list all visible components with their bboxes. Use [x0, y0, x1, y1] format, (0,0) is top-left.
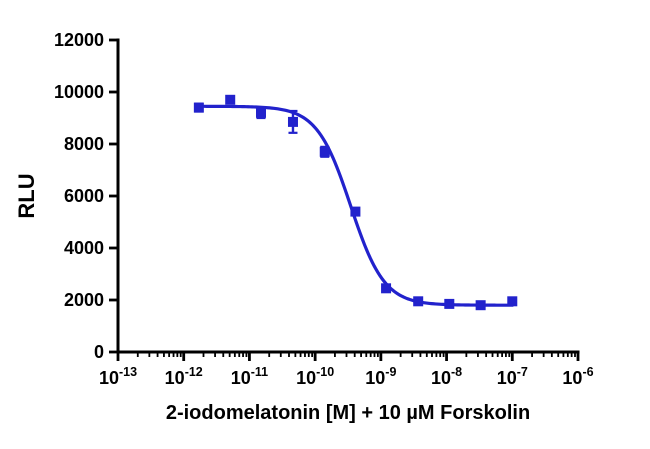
data-point — [381, 283, 392, 294]
data-point — [350, 206, 361, 217]
plot-area: 0 2000 4000 6000 8000 10000 12000 10-13 10-12 10-… — [54, 30, 594, 388]
x-tick-label: 10-7 — [497, 365, 528, 388]
x-axis-label: 2-iodomelatonin [M] + 10 µM Forskolin — [166, 402, 530, 424]
y-axis-label: RLU — [14, 173, 39, 218]
data-point — [475, 300, 486, 311]
x-tick-label: 10-9 — [365, 365, 396, 388]
data-point — [319, 146, 330, 157]
y-tick-label: 2000 — [64, 290, 104, 310]
x-tick-label: 10-10 — [296, 365, 334, 388]
y-tick-label: 10000 — [54, 82, 104, 102]
data-point — [507, 296, 518, 307]
x-tick-label: 10-13 — [99, 365, 137, 388]
data-point — [256, 107, 267, 118]
y-tick-label: 4000 — [64, 238, 104, 258]
data-point — [287, 116, 298, 127]
data-point — [444, 298, 455, 309]
y-tick-label: 0 — [94, 342, 104, 362]
data-point — [413, 296, 424, 307]
fit-curve — [197, 104, 514, 307]
y-tick-label: 6000 — [64, 186, 104, 206]
data-point — [225, 94, 236, 105]
x-tick-label: 10-8 — [431, 365, 462, 388]
x-tick-label: 10-11 — [231, 365, 268, 388]
data-point — [193, 102, 204, 113]
x-tick-label: 10-12 — [165, 365, 203, 388]
x-tick-label: 10-6 — [562, 365, 593, 388]
y-tick-label: 8000 — [64, 134, 104, 154]
y-tick-label: 12000 — [54, 30, 104, 50]
